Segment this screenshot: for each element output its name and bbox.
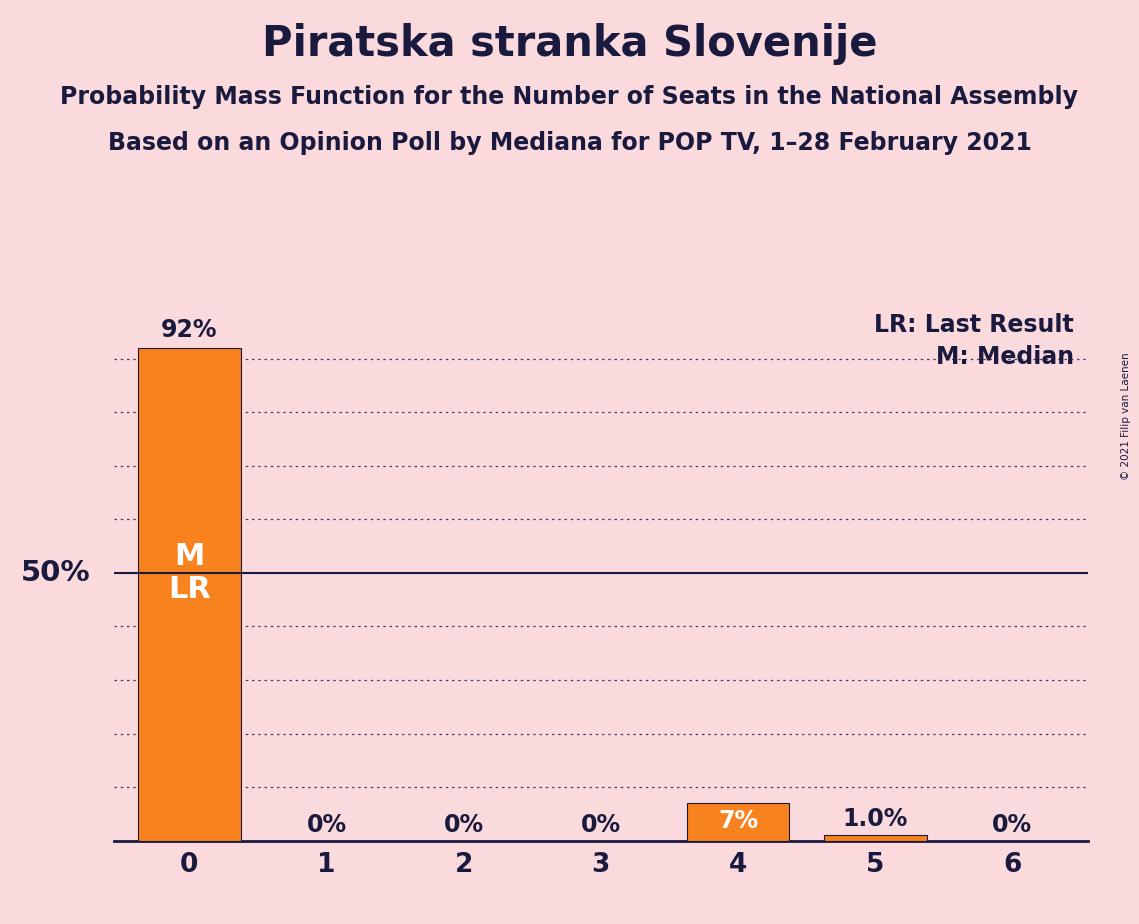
Text: © 2021 Filip van Laenen: © 2021 Filip van Laenen xyxy=(1121,352,1131,480)
Bar xyxy=(687,803,789,841)
Text: 0%: 0% xyxy=(443,812,484,836)
Text: M: Median: M: Median xyxy=(936,346,1074,369)
Text: 50%: 50% xyxy=(21,559,91,587)
Text: 0%: 0% xyxy=(992,812,1032,836)
Text: 1.0%: 1.0% xyxy=(843,808,908,832)
Text: LR: Last Result: LR: Last Result xyxy=(875,313,1074,337)
Bar xyxy=(823,835,927,841)
Text: 92%: 92% xyxy=(161,319,218,343)
Text: Piratska stranka Slovenije: Piratska stranka Slovenije xyxy=(262,23,877,65)
Text: Based on an Opinion Poll by Mediana for POP TV, 1–28 February 2021: Based on an Opinion Poll by Mediana for … xyxy=(107,131,1032,155)
Bar xyxy=(138,347,240,841)
Text: M
LR: M LR xyxy=(167,541,211,604)
Text: 0%: 0% xyxy=(306,812,346,836)
Text: 7%: 7% xyxy=(718,808,759,833)
Text: 0%: 0% xyxy=(581,812,621,836)
Text: Probability Mass Function for the Number of Seats in the National Assembly: Probability Mass Function for the Number… xyxy=(60,85,1079,109)
